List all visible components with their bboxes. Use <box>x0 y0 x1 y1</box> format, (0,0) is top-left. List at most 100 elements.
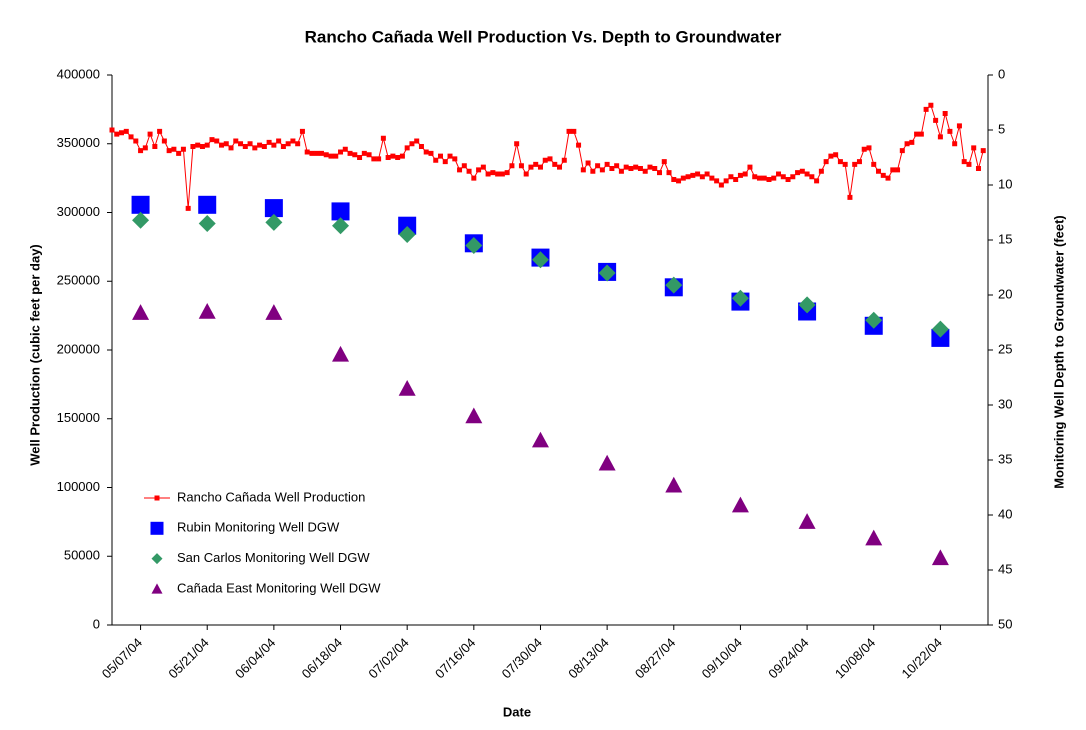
line-point <box>980 148 986 154</box>
line-point <box>585 160 591 166</box>
x-tick-label: 06/18/04 <box>299 635 345 681</box>
line-point <box>547 156 553 162</box>
line-point <box>776 171 782 177</box>
line-point <box>742 171 748 177</box>
line-point <box>780 174 786 180</box>
line-point <box>199 144 205 149</box>
point <box>865 311 883 329</box>
line-point <box>347 150 353 156</box>
line-point <box>252 145 258 151</box>
point <box>531 431 549 448</box>
line-point <box>142 145 148 151</box>
line-point <box>856 159 862 165</box>
y-tick-label: 250000 <box>57 273 100 288</box>
y2-tick-label: 50 <box>998 616 1012 631</box>
line-point <box>890 167 896 173</box>
y-tick-label: 200000 <box>57 341 100 356</box>
line-point <box>537 164 543 170</box>
line-point <box>737 172 743 178</box>
line-point <box>242 144 248 149</box>
line-point <box>690 172 696 178</box>
line-point <box>628 166 634 171</box>
line-point <box>352 152 358 158</box>
line-point <box>580 167 586 173</box>
point <box>731 289 749 307</box>
line-point <box>818 168 824 174</box>
point <box>131 195 150 214</box>
line-point <box>842 161 848 167</box>
line-point <box>247 141 253 147</box>
line-point <box>766 177 772 182</box>
point <box>264 199 283 218</box>
x-tick-label: 09/24/04 <box>765 635 811 681</box>
point <box>398 226 416 243</box>
line-point <box>371 156 377 162</box>
line-point <box>961 159 967 165</box>
line-point <box>228 145 234 151</box>
line-point <box>895 167 901 173</box>
line-point <box>380 135 386 141</box>
line-point <box>671 177 677 182</box>
line-point <box>914 131 920 137</box>
line-point <box>956 123 962 129</box>
x-tick-label: 10/22/04 <box>899 635 945 681</box>
x-tick-label: 05/21/04 <box>165 635 211 681</box>
line-point <box>509 163 515 169</box>
line-point <box>485 171 491 177</box>
line-point <box>285 141 291 147</box>
line-point <box>414 138 420 144</box>
line-point <box>614 163 620 169</box>
line-point <box>490 170 496 176</box>
line-point <box>685 174 691 180</box>
line-point <box>514 141 520 147</box>
line-point <box>899 148 905 154</box>
x-tick-label: 07/02/04 <box>365 635 411 681</box>
line-point <box>557 164 563 170</box>
line-point <box>190 144 196 149</box>
line-point <box>723 178 729 184</box>
line-point <box>885 175 891 181</box>
line-point <box>966 161 972 167</box>
line-point <box>718 182 724 188</box>
point <box>198 195 217 214</box>
chart-title: Rancho Cañada Well Production Vs. Depth … <box>305 27 782 46</box>
line-point <box>499 171 505 177</box>
line-point <box>304 149 310 155</box>
line-point <box>833 152 839 158</box>
line-point <box>428 150 434 156</box>
line-point <box>114 131 120 137</box>
x-axis-label: Date <box>503 704 531 719</box>
line-point <box>828 153 834 159</box>
line-point <box>704 171 710 177</box>
y2-tick-label: 20 <box>998 286 1012 301</box>
line-point <box>937 134 943 140</box>
line-point <box>214 138 220 144</box>
point <box>931 549 949 566</box>
line-point <box>909 139 915 145</box>
line-point <box>633 164 639 170</box>
point <box>132 304 150 320</box>
y-tick-label: 100000 <box>57 479 100 494</box>
line-point <box>971 145 977 151</box>
line-point <box>823 159 829 165</box>
line-point <box>152 144 158 149</box>
line-point <box>409 141 415 147</box>
line-point <box>604 161 610 167</box>
legend-marker <box>151 583 163 594</box>
line-point <box>318 150 324 156</box>
line-point <box>504 170 510 176</box>
line-point <box>233 138 239 144</box>
line-point <box>223 141 229 147</box>
point <box>731 496 749 513</box>
line-point <box>647 164 653 170</box>
point <box>798 513 816 529</box>
x-tick-label: 09/10/04 <box>699 635 745 681</box>
point <box>398 380 416 396</box>
line-point <box>290 138 296 144</box>
line-point <box>361 150 367 156</box>
x-tick-label: 05/07/04 <box>99 635 145 681</box>
line-point <box>171 146 177 152</box>
point <box>598 264 616 282</box>
line-point <box>209 137 215 143</box>
point <box>332 345 350 362</box>
